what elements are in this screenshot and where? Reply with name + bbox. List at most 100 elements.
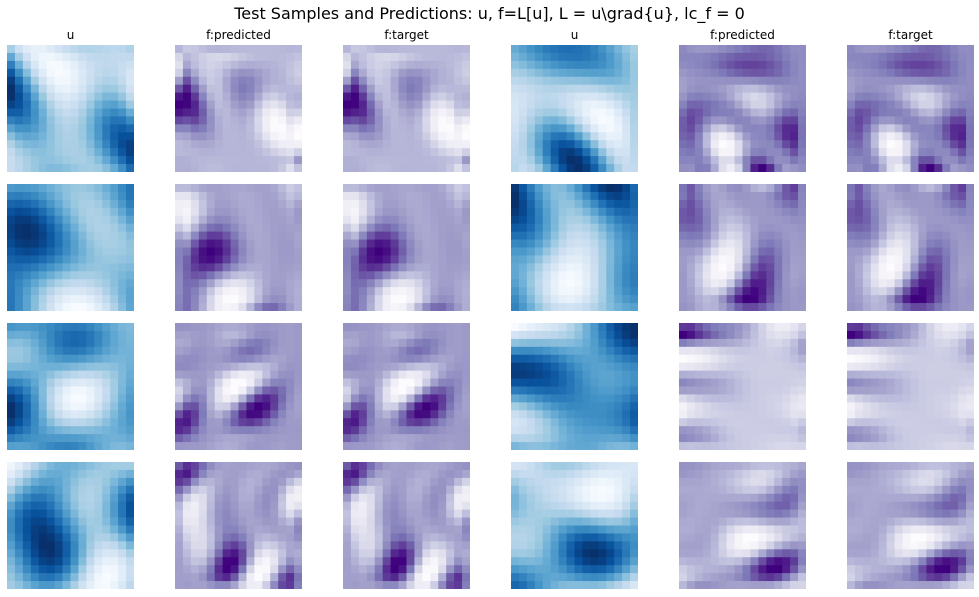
heatmap-cell xyxy=(54,557,63,566)
heatmap-cell xyxy=(46,303,56,311)
heatmap-cell xyxy=(38,207,48,217)
heatmap-cell xyxy=(190,271,200,280)
heatmap-cell xyxy=(550,68,560,78)
heatmap-f-predicted-row1-sample1 xyxy=(175,45,302,172)
heatmap-cell xyxy=(294,323,302,332)
heatmap-cell xyxy=(110,207,119,217)
heatmap-cell xyxy=(86,68,95,78)
heatmap-cell xyxy=(902,156,911,165)
heatmap-cell xyxy=(446,184,455,193)
heatmap-cell xyxy=(726,386,735,395)
heatmap-cell xyxy=(942,386,951,395)
heatmap-cell xyxy=(574,255,583,264)
heatmap-cell xyxy=(343,434,352,443)
heatmap-cell xyxy=(7,295,16,304)
heatmap-cell xyxy=(854,287,864,296)
heatmap-image xyxy=(175,45,302,172)
heatmap-cell xyxy=(398,426,407,435)
heatmap-cell xyxy=(886,60,896,70)
heatmap-cell xyxy=(606,263,615,272)
heatmap-cell xyxy=(518,247,528,256)
heatmap-cell xyxy=(870,418,880,427)
heatmap-cell xyxy=(175,124,184,133)
heatmap-cell xyxy=(726,100,735,109)
heatmap-cell xyxy=(358,124,368,133)
heatmap-cell xyxy=(750,124,759,133)
heatmap-cell xyxy=(30,509,40,518)
heatmap-cell xyxy=(702,76,712,86)
heatmap-cell xyxy=(894,132,903,141)
heatmap-cell xyxy=(590,215,599,225)
heatmap-cell xyxy=(62,287,71,296)
heatmap-cell xyxy=(934,346,943,356)
heatmap-cell xyxy=(374,84,384,94)
heatmap-cell xyxy=(606,271,615,280)
heatmap-cell xyxy=(182,52,192,62)
heatmap-cell xyxy=(862,394,872,403)
heatmap-cell xyxy=(78,255,87,264)
heatmap-cell xyxy=(206,469,216,479)
heatmap-cell xyxy=(926,303,935,311)
heatmap-cell xyxy=(438,231,447,240)
heatmap-cell xyxy=(414,60,423,70)
heatmap-cell xyxy=(710,255,720,264)
heatmap-cell xyxy=(46,485,56,495)
heatmap-cell xyxy=(230,330,239,340)
heatmap-cell xyxy=(614,338,623,348)
heatmap-cell xyxy=(686,271,696,280)
heatmap-cell xyxy=(214,263,224,272)
heatmap-cell xyxy=(862,442,872,450)
heatmap-cell xyxy=(766,338,775,348)
heatmap-cell xyxy=(374,263,384,272)
heatmap-cell xyxy=(214,462,224,471)
heatmap-cell xyxy=(270,76,279,86)
heatmap-cell xyxy=(398,132,407,141)
heatmap-cell xyxy=(766,442,775,450)
heatmap-cell xyxy=(782,164,791,172)
heatmap-cell xyxy=(30,462,40,471)
heatmap-cell xyxy=(62,148,71,157)
heatmap-cell xyxy=(118,462,127,471)
heatmap-cell xyxy=(214,215,224,225)
heatmap-cell xyxy=(758,303,767,311)
heatmap-cell xyxy=(358,76,368,86)
heatmap-cell xyxy=(902,323,911,332)
heatmap-cell xyxy=(70,541,79,550)
heatmap-cell xyxy=(246,52,255,62)
heatmap-cell xyxy=(14,68,24,78)
heatmap-cell xyxy=(94,231,103,240)
heatmap-cell xyxy=(175,354,184,364)
heatmap-cell xyxy=(294,247,302,256)
heatmap-cell xyxy=(710,84,720,94)
heatmap-cell xyxy=(14,263,24,272)
heatmap-cell xyxy=(574,354,583,364)
heatmap-cell xyxy=(702,223,712,233)
heatmap-cell xyxy=(782,362,791,372)
heatmap-cell xyxy=(902,346,911,356)
heatmap-cell xyxy=(702,362,712,372)
heatmap-cell xyxy=(214,402,224,411)
heatmap-cell xyxy=(566,223,575,233)
heatmap-cell xyxy=(86,92,95,101)
heatmap-cell xyxy=(782,402,791,411)
heatmap-cell xyxy=(390,100,399,109)
heatmap-cell xyxy=(198,148,208,157)
heatmap-image xyxy=(343,323,470,450)
heatmap-cell xyxy=(894,191,903,201)
heatmap-cell xyxy=(870,100,880,109)
heatmap-cell xyxy=(254,485,263,495)
heatmap-cell xyxy=(542,140,552,149)
heatmap-cell xyxy=(750,156,759,165)
heatmap-cell xyxy=(558,323,567,332)
heatmap-cell xyxy=(934,207,943,217)
heatmap-cell xyxy=(862,330,872,340)
heatmap-cell xyxy=(230,386,239,395)
heatmap-cell xyxy=(542,338,552,348)
heatmap-cell xyxy=(94,386,103,395)
heatmap-cell xyxy=(766,370,775,379)
heatmap-cell xyxy=(854,303,864,311)
heatmap-cell xyxy=(598,76,607,86)
heatmap-cell xyxy=(70,215,79,225)
heatmap-cell xyxy=(70,323,79,332)
heatmap-cell xyxy=(902,140,911,149)
